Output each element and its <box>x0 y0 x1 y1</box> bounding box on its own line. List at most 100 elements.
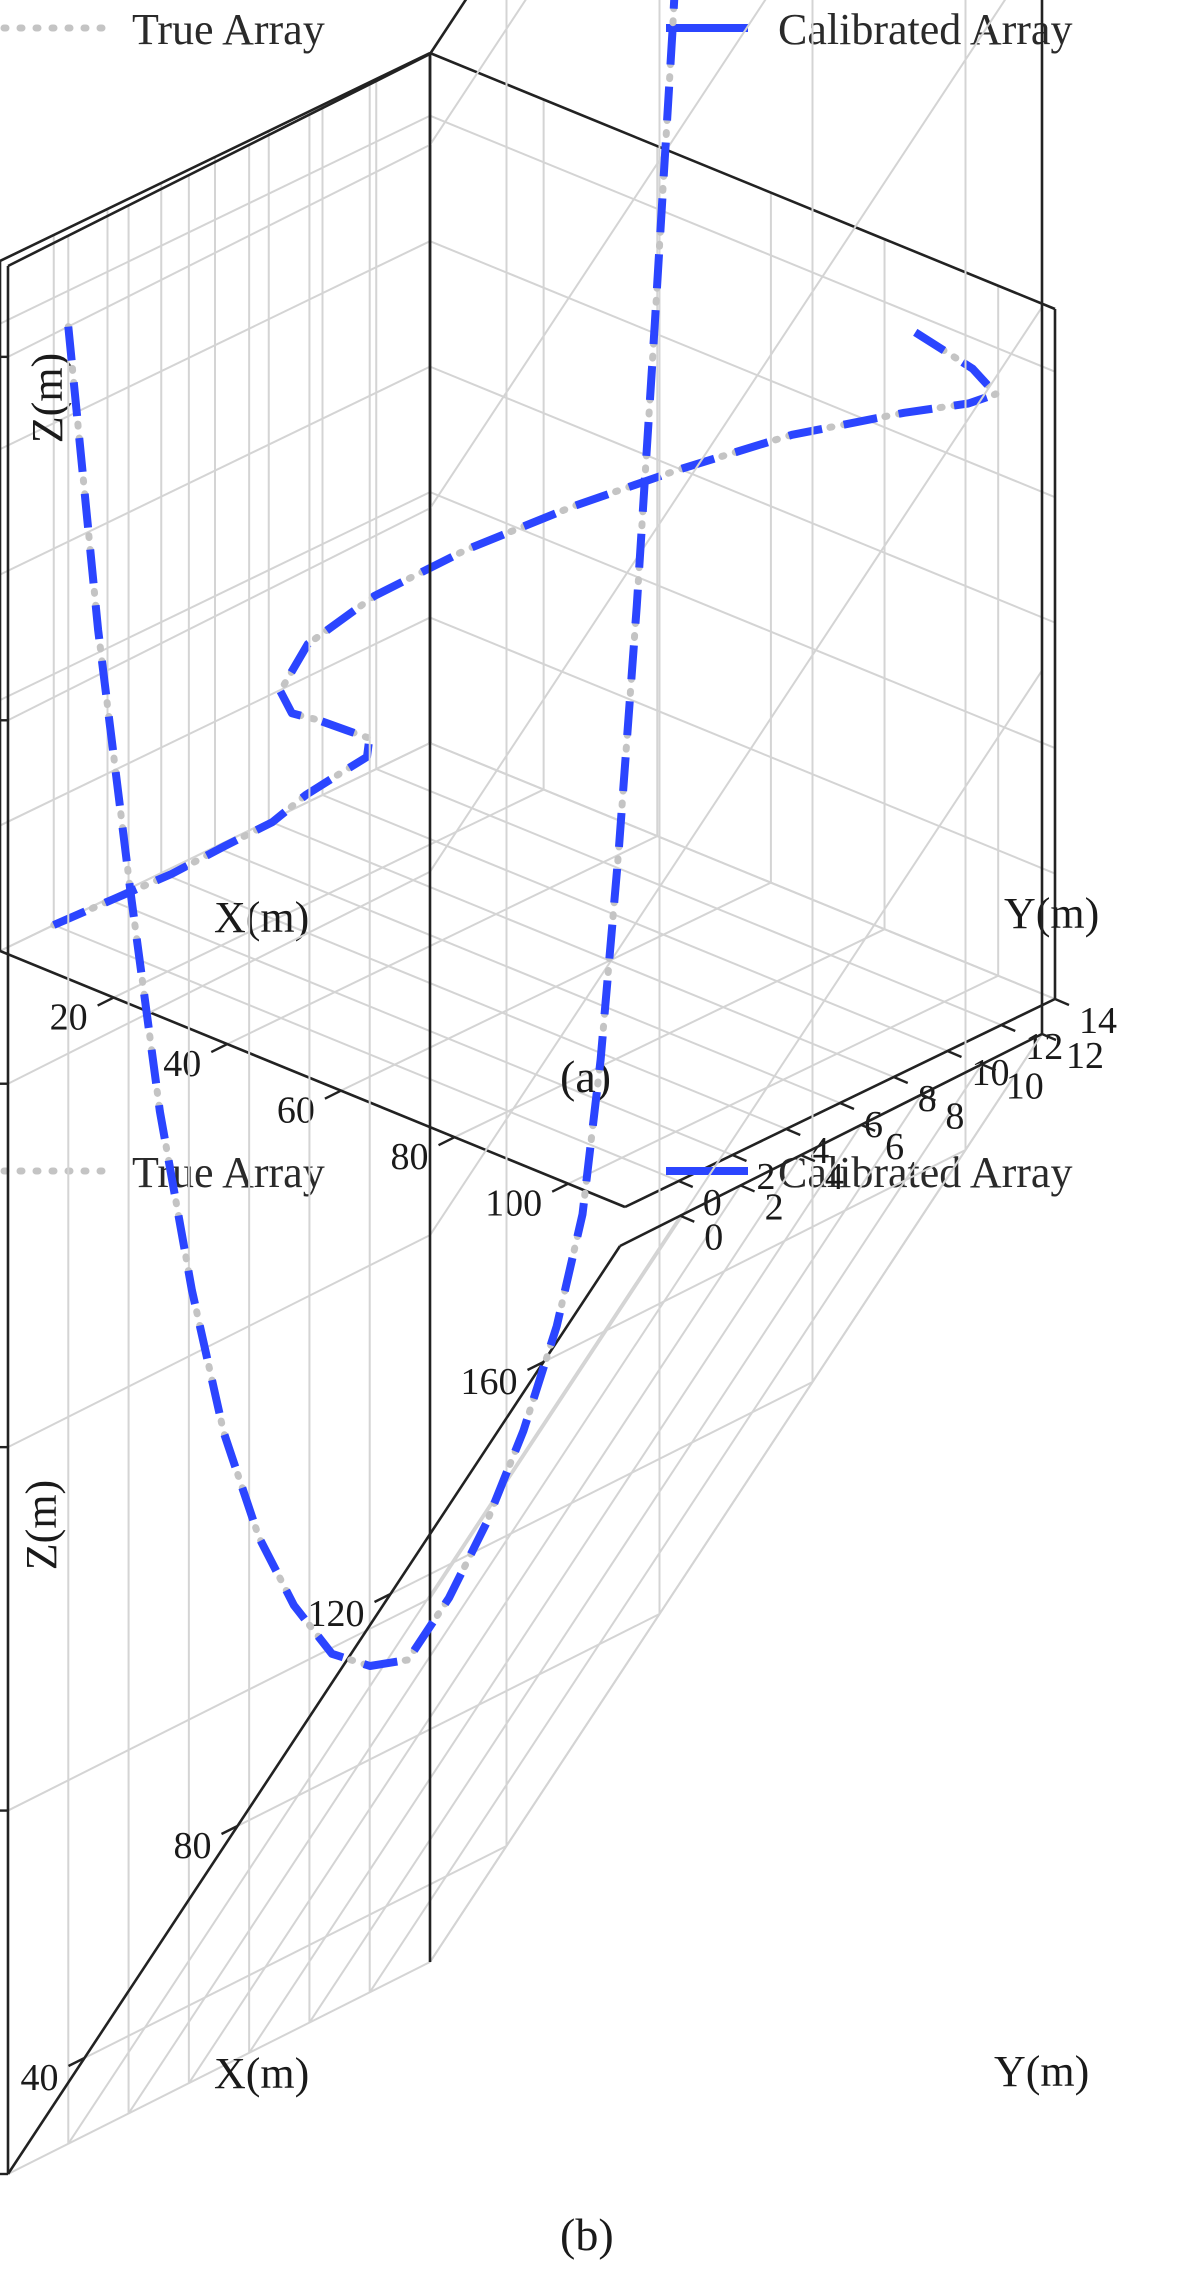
legend-label-true-array-b: True Array <box>132 1148 325 1197</box>
x-tick-label: 40 <box>163 1043 201 1085</box>
grid-a <box>0 53 1056 1185</box>
legend-a: True Array Calibrated Array <box>0 5 1072 54</box>
grid-line <box>429 742 1056 1000</box>
x-tick <box>210 1043 228 1054</box>
grid-line <box>7 870 431 1085</box>
y-tick <box>800 1154 816 1163</box>
legend-label-calibrated-array-b: Calibrated Array <box>778 1148 1072 1197</box>
y-tick-label: 4 <box>810 1130 829 1172</box>
y-tick <box>893 1075 909 1085</box>
y-tick-label: 0 <box>703 1182 722 1224</box>
x-tick-label: 100 <box>485 1183 542 1225</box>
grid-line <box>429 240 1056 499</box>
axes-a <box>0 51 1057 1209</box>
y-tick <box>839 1101 855 1111</box>
y-tick-label: 12 <box>1025 1026 1063 1068</box>
y-tick-label: 12 <box>1066 1035 1104 1077</box>
grid-line <box>53 924 680 1182</box>
grid-line <box>429 365 1056 624</box>
grid-line <box>188 1154 802 2084</box>
box-edge <box>0 51 431 263</box>
grid-line <box>375 768 1002 1026</box>
x-tick <box>220 1824 239 1836</box>
legend-label-calibrated-array-a: Calibrated Array <box>778 5 1072 54</box>
grid-line <box>429 670 1043 1600</box>
chart-panel-a: True Array Calibrated Array 024681002040… <box>0 5 1117 1225</box>
y-tick-label: 14 <box>1079 1000 1117 1042</box>
y-axis-line <box>619 1032 1043 1248</box>
z-axis-label-a: Z(m) <box>23 353 72 443</box>
x-tick <box>373 1592 392 1604</box>
grid-line <box>429 306 1043 1236</box>
x-axis-line <box>0 949 626 1209</box>
grid-line <box>308 1094 923 2024</box>
y-tick <box>678 1179 694 1189</box>
y-tick <box>981 1063 997 1072</box>
x-tick <box>438 1136 456 1147</box>
x-tick-label: 40 <box>21 2057 59 2099</box>
grid-line <box>127 1184 742 2114</box>
grid-line <box>429 0 1007 873</box>
grid-line <box>268 820 895 1078</box>
y-tick <box>1054 997 1070 1007</box>
y-tick <box>679 1214 695 1223</box>
legend-b: True Array Calibrated Array <box>0 1148 1072 1197</box>
grid-b <box>7 0 1043 2175</box>
grid-line <box>160 872 787 1130</box>
grid-line <box>543 1149 966 1363</box>
y-tick <box>740 1184 756 1193</box>
grid-line <box>429 616 1056 875</box>
y-tick-label: 6 <box>885 1126 904 1168</box>
x-tick <box>67 2056 86 2068</box>
grid-line <box>429 0 767 509</box>
x-tick-label: 120 <box>308 1593 365 1635</box>
grid-line <box>390 1381 813 1595</box>
x-tick-label: 160 <box>461 1361 518 1403</box>
y-tick-label: 2 <box>757 1156 776 1198</box>
x-tick <box>526 1360 545 1372</box>
grid-line <box>67 1215 682 2145</box>
y-tick-label: 4 <box>825 1156 844 1198</box>
y-tick-label: 10 <box>972 1052 1010 1094</box>
grid-line <box>429 1033 1043 1963</box>
box-edge <box>7 52 431 268</box>
grid-line <box>429 491 1056 750</box>
y-tick-label: 6 <box>864 1104 883 1146</box>
axes-b <box>6 0 1044 2175</box>
y-axis-label-b: Y(m) <box>994 2047 1089 2096</box>
z-axis-label-b: Z(m) <box>17 1480 66 1570</box>
series-line-calibrated-array <box>52 327 1000 929</box>
series-b <box>64 0 679 1670</box>
x-axis-label-b: X(m) <box>214 2049 309 2098</box>
grid-line <box>7 1597 431 1812</box>
y-tick <box>732 1153 747 1163</box>
grid-line <box>429 114 1056 373</box>
grid-line <box>214 846 841 1104</box>
x-tick-label: 80 <box>174 1825 212 1867</box>
chart-panel-b: True Array Calibrated Array 0−2−4−6−8−10… <box>0 0 1104 2260</box>
x-tick <box>97 996 115 1007</box>
y-tick-label: 2 <box>765 1186 784 1228</box>
grid-line <box>7 507 431 722</box>
x-tick <box>324 1089 342 1100</box>
y-tick-label: 0 <box>704 1217 723 1259</box>
legend-label-true-array-a: True Array <box>132 5 325 54</box>
y-tick <box>860 1123 876 1132</box>
grid-line <box>7 1234 431 1449</box>
grid-line <box>7 1961 431 2175</box>
y-tick <box>785 1127 801 1137</box>
ticks-b: 0−2−4−6−8−104080120160024681012 <box>0 355 1104 2176</box>
y-tick <box>920 1093 936 1102</box>
y-tick <box>1000 1023 1016 1033</box>
grid-line <box>107 898 733 1156</box>
x-axis-line <box>6 1245 622 2175</box>
grid-line <box>84 1845 507 2059</box>
y-axis-label-a: Y(m) <box>1004 889 1099 938</box>
x-axis-label-a: X(m) <box>214 893 309 942</box>
series-a <box>50 327 1000 929</box>
grid-line <box>237 1613 660 1827</box>
grid-line <box>368 1063 983 1993</box>
x-tick-label: 80 <box>391 1136 429 1178</box>
y-tick <box>947 1049 962 1059</box>
